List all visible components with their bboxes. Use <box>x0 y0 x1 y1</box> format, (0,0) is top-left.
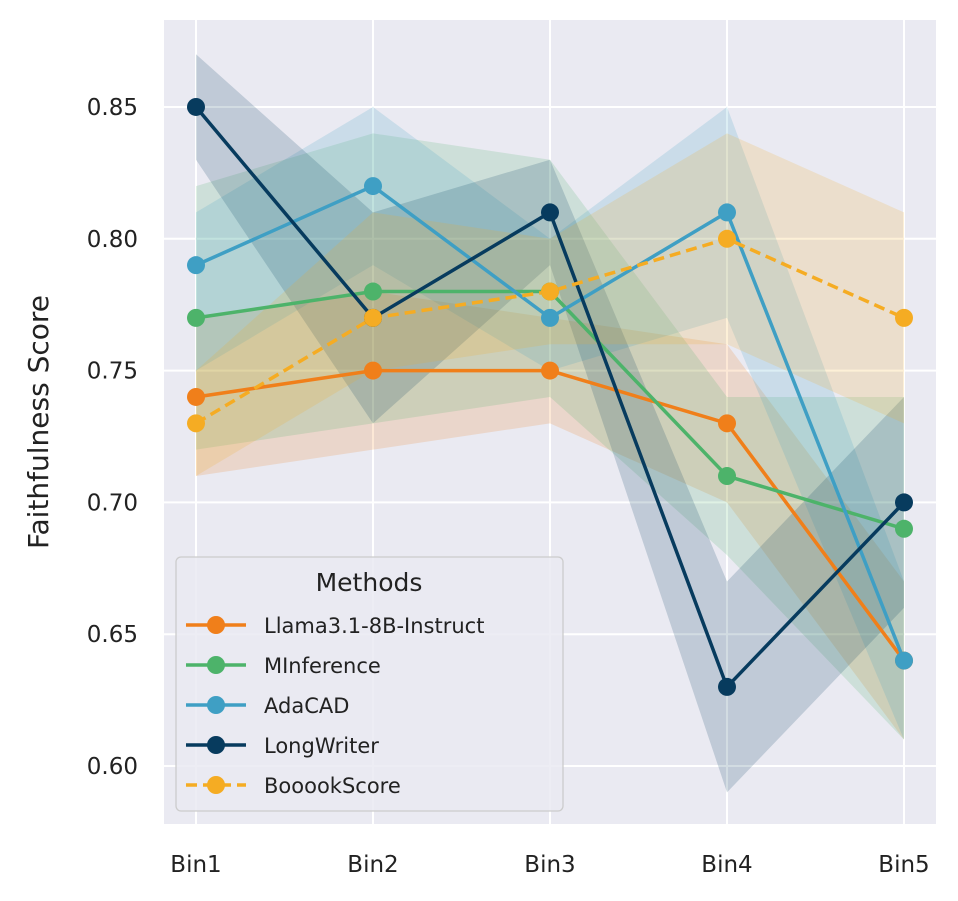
point-adacad-bin1 <box>187 256 205 275</box>
point-adacad-bin3 <box>541 308 559 327</box>
legend-box <box>175 556 564 812</box>
point-llama3-1-8b-instruct-bin3 <box>541 361 559 380</box>
point-longwriter-bin3 <box>541 203 559 222</box>
point-llama3-1-8b-instruct-bin2 <box>364 361 382 380</box>
y-tick-label: 0.70 <box>87 490 138 516</box>
series-points <box>187 97 913 696</box>
legend-marker <box>207 656 225 674</box>
point-booookscore-bin3 <box>541 282 559 301</box>
y-tick-label: 0.85 <box>87 95 138 121</box>
point-booookscore-bin4 <box>718 229 736 248</box>
legend-label: BooookScore <box>264 774 401 798</box>
legend-marker <box>207 736 225 754</box>
point-longwriter-bin1 <box>187 97 205 116</box>
x-tick-label: Bin1 <box>170 852 221 878</box>
point-minference-bin1 <box>187 308 205 327</box>
point-adacad-bin2 <box>364 177 382 196</box>
y-tick-labels: 0.60 0.65 0.70 0.75 0.80 0.85 <box>87 95 138 780</box>
point-llama3-1-8b-instruct-bin1 <box>187 387 205 406</box>
x-tick-label: Bin5 <box>878 852 929 878</box>
point-booookscore-bin5 <box>895 308 913 327</box>
legend-marker <box>207 776 225 794</box>
point-booookscore-bin2 <box>364 308 382 327</box>
x-tick-labels: Bin1 Bin2 Bin3 Bin4 Bin5 <box>170 852 929 878</box>
band-llama3-1-8b-instruct <box>196 291 904 740</box>
point-minference-bin5 <box>895 519 913 538</box>
legend-label: AdaCAD <box>264 694 349 718</box>
x-tick-label: Bin4 <box>701 852 752 878</box>
y-tick-label: 0.75 <box>87 359 138 385</box>
point-longwriter-bin5 <box>895 493 913 512</box>
legend-item-adacad: AdaCAD <box>186 694 349 718</box>
legend-item-llama3-1-8b-instruct: Llama3.1-8B-Instruct <box>186 614 484 638</box>
legend-marker <box>207 696 225 714</box>
band-longwriter <box>196 54 904 793</box>
y-tick-label: 0.60 <box>87 754 138 780</box>
legend-label: LongWriter <box>264 734 379 758</box>
legend-marker <box>207 616 225 634</box>
point-minference-bin2 <box>364 282 382 301</box>
y-axis-title: Faithfulness Score <box>22 295 55 549</box>
point-adacad-bin5 <box>895 651 913 670</box>
point-llama3-1-8b-instruct-bin4 <box>718 414 736 433</box>
legend-item-longwriter: LongWriter <box>186 734 379 758</box>
legend-title: Methods <box>316 568 423 597</box>
legend-label: Llama3.1-8B-Instruct <box>264 614 484 638</box>
legend: Methods Llama3.1-8B-Instruct MInference Ad… <box>175 556 564 812</box>
legend-item-booookscore: BooookScore <box>186 774 401 798</box>
x-tick-label: Bin2 <box>347 852 398 878</box>
point-adacad-bin4 <box>718 203 736 222</box>
legend-item-minference: MInference <box>186 654 381 678</box>
point-booookscore-bin1 <box>187 414 205 433</box>
x-tick-label: Bin3 <box>524 852 575 878</box>
point-minference-bin4 <box>718 467 736 486</box>
legend-items: Llama3.1-8B-Instruct MInference AdaCAD Long… <box>186 614 484 798</box>
y-tick-label: 0.80 <box>87 227 138 253</box>
band-adacad <box>196 106 904 740</box>
y-tick-label: 0.65 <box>87 622 138 648</box>
point-longwriter-bin4 <box>718 677 736 696</box>
legend-label: MInference <box>264 654 381 678</box>
